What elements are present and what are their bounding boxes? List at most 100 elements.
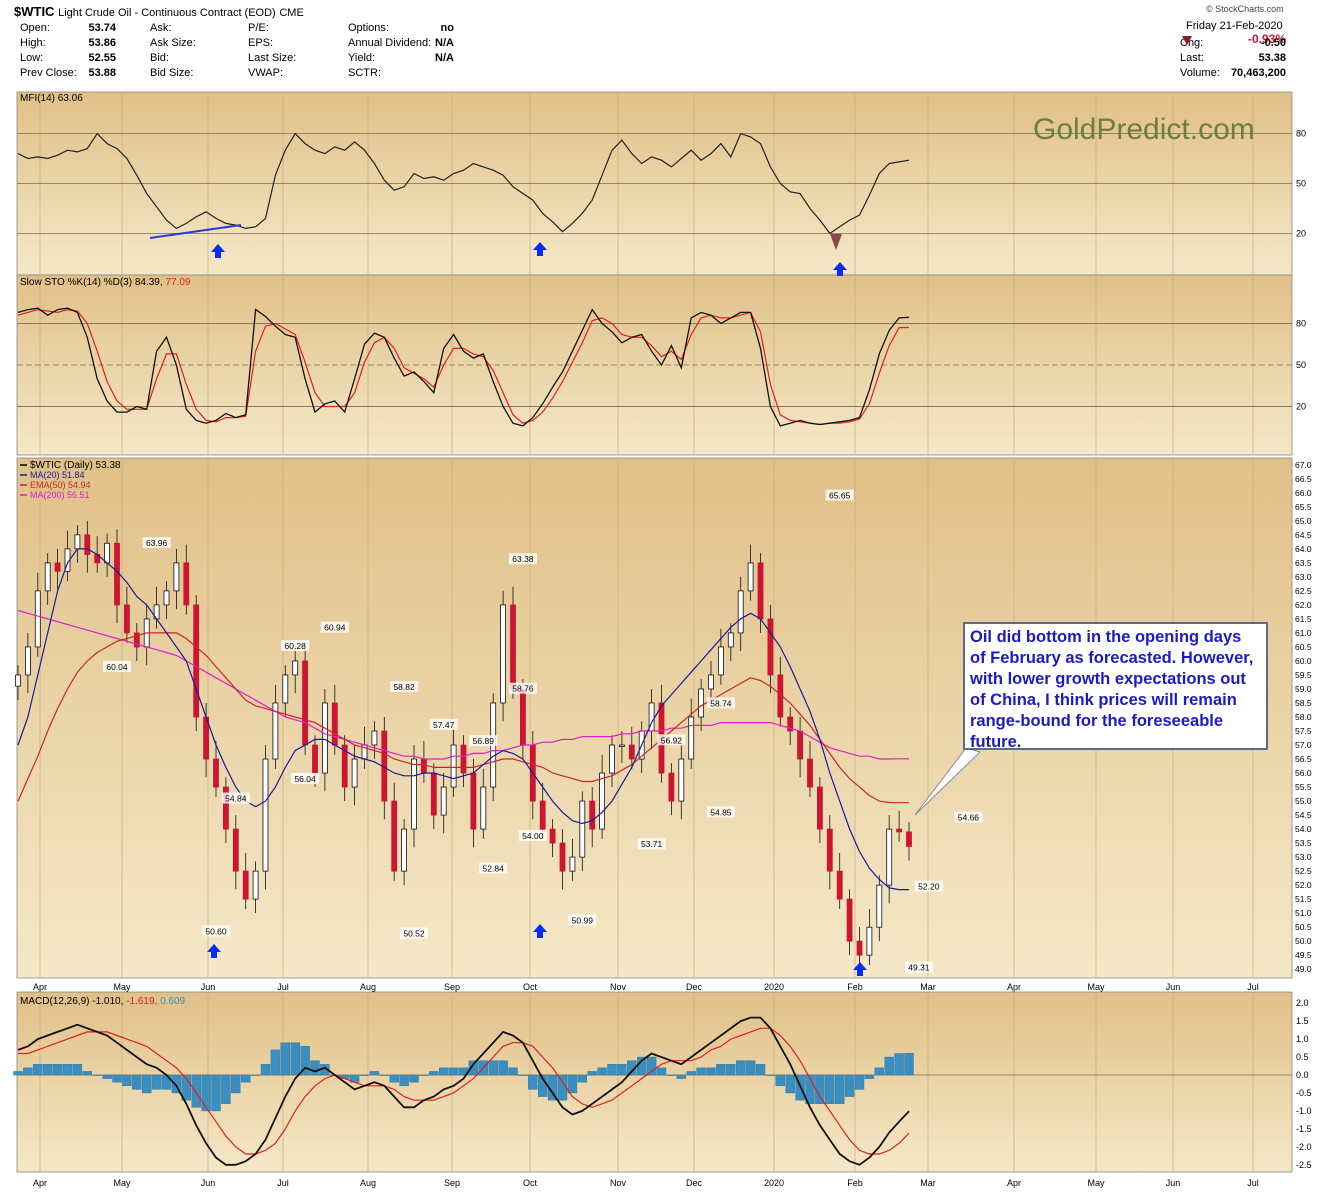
- candle-body: [539, 800, 546, 830]
- candle-body: [183, 562, 190, 606]
- macd-tick: -2.0: [1296, 1142, 1312, 1152]
- price-label-bg: [291, 772, 320, 784]
- candle-body: [807, 758, 813, 788]
- price-tick: 57.5: [1295, 726, 1312, 736]
- candle-body: [411, 758, 417, 830]
- macd-histogram-bar: [745, 1060, 756, 1076]
- quote-value: 53.86: [88, 37, 116, 49]
- candle-body: [321, 702, 328, 774]
- sto-title: Slow STO %K(14) %D(3) 84.39, 77.09: [20, 277, 191, 288]
- price-tick: 65.0: [1295, 516, 1312, 526]
- macd-histogram-bar: [151, 1074, 162, 1090]
- macd-histogram-bar: [825, 1074, 835, 1104]
- candle-body: [767, 618, 774, 676]
- price-label-bg: [706, 806, 735, 818]
- macd-histogram-bar: [72, 1064, 83, 1076]
- quote-label: VWAP:: [248, 67, 284, 79]
- macd-histogram-bar: [904, 1052, 914, 1076]
- price-label: 60.28: [285, 641, 307, 651]
- candle-body: [826, 828, 833, 872]
- price-label: 50.99: [572, 915, 594, 925]
- mfi-low-marker-icon: [830, 234, 842, 250]
- candle-body: [480, 786, 487, 830]
- macd-histogram-bar: [765, 1074, 776, 1076]
- chart-title: $WTIC Light Crude Oil - Continuous Contr…: [14, 4, 304, 19]
- price-label-bg: [825, 489, 854, 501]
- price-label: 54.66: [958, 813, 980, 823]
- candle-body: [718, 646, 724, 676]
- down-triangle-icon: [1182, 36, 1192, 45]
- legend-entry: MA(20) 51.84: [30, 470, 85, 480]
- quote-label: Last:: [1180, 52, 1204, 64]
- price-label-bg: [221, 792, 250, 804]
- x-axis-label: Dec: [686, 982, 703, 992]
- macd-histogram-bar: [419, 1074, 429, 1076]
- x-axis-label: Sep: [444, 982, 460, 992]
- candle-body: [34, 590, 41, 648]
- macd-histogram-bar: [439, 1067, 449, 1076]
- macd-histogram-bar: [874, 1067, 884, 1076]
- candle-body: [292, 660, 299, 676]
- candle-body: [302, 660, 309, 746]
- price-tick: 61.5: [1295, 614, 1312, 624]
- x-axis-label: Jun: [1166, 1178, 1181, 1188]
- macd-tick: 2.0: [1296, 998, 1309, 1008]
- macd-histogram-bar: [290, 1042, 300, 1076]
- x-axis-label: Sep: [444, 1178, 460, 1188]
- macd-histogram-bar: [211, 1074, 221, 1112]
- macd-signal-line: [18, 1027, 910, 1155]
- macd-histogram-bar: [488, 1060, 498, 1076]
- candle-body: [173, 562, 180, 592]
- macd-histogram-bar: [676, 1074, 686, 1079]
- sto-tick: 80: [1296, 318, 1306, 328]
- price-label-bg: [706, 697, 735, 709]
- candle-body: [787, 716, 794, 732]
- macd-tick: -2.5: [1296, 1160, 1312, 1170]
- price-tick: 59.5: [1295, 670, 1312, 680]
- price-label: 63.96: [146, 538, 168, 548]
- macd-histogram-bar: [785, 1074, 795, 1094]
- quote-label: EPS:: [248, 37, 274, 49]
- macd-line: [17, 1016, 910, 1166]
- candle-body: [579, 800, 586, 858]
- x-axis-label: Aug: [360, 982, 376, 992]
- divergence-line: [149, 224, 242, 239]
- macd-histogram-bar: [508, 1067, 518, 1076]
- quote-label: High:: [20, 37, 46, 49]
- candle-body: [698, 688, 704, 718]
- candle-body: [163, 590, 170, 606]
- price-tick: 53.5: [1295, 838, 1312, 848]
- macd-histogram-bar: [864, 1074, 875, 1079]
- macd-histogram-bar: [557, 1074, 568, 1101]
- price-tick: 57.0: [1295, 740, 1312, 750]
- price-tick: 55.0: [1295, 796, 1312, 806]
- x-axis-label: Apr: [33, 982, 47, 992]
- quote-label: P/E:: [248, 22, 269, 34]
- candle-body: [856, 940, 863, 956]
- macd-histogram-bar: [300, 1046, 310, 1076]
- symbol: $WTIC: [14, 4, 55, 19]
- price-tick: 62.5: [1295, 586, 1312, 596]
- macd-histogram-bar: [171, 1074, 182, 1094]
- price-label: 58.82: [393, 682, 415, 692]
- price-tick: 49.5: [1295, 950, 1312, 960]
- price-label: 52.84: [483, 864, 505, 874]
- candle-body: [15, 674, 21, 687]
- macd-histogram-bar: [577, 1074, 587, 1083]
- macd-histogram-bar: [112, 1074, 122, 1083]
- macd-histogram-bar: [240, 1074, 251, 1083]
- price-tick: 49.0: [1295, 964, 1312, 974]
- candle-body: [668, 772, 675, 802]
- quote-value: 70,463,200: [1230, 67, 1286, 79]
- quote-value: 53.38: [1258, 52, 1286, 64]
- price-tick: 55.5: [1295, 782, 1312, 792]
- macd-histogram-bar: [270, 1049, 281, 1076]
- candle-body: [549, 828, 556, 844]
- macd-histogram-bar: [656, 1067, 667, 1076]
- quote-value: 53.74: [88, 22, 116, 34]
- stockcharts-credit: © StockCharts.com: [1206, 4, 1284, 14]
- macd-histogram-bar: [528, 1074, 538, 1090]
- macd-histogram-bar: [102, 1074, 112, 1079]
- price-tick: 61.0: [1295, 628, 1312, 638]
- candle-body: [341, 744, 348, 788]
